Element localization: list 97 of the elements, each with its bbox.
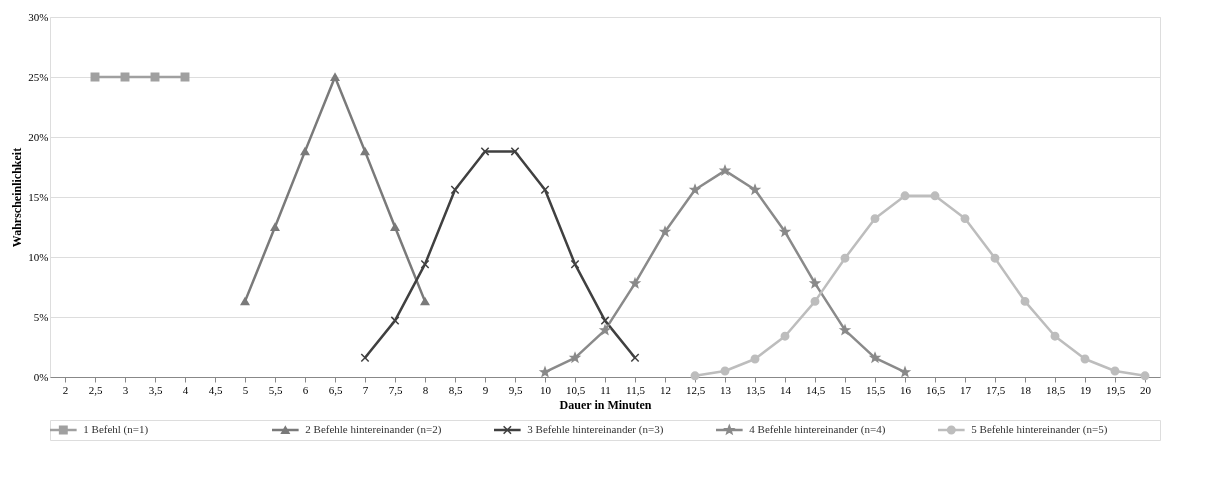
y-axis-title: Wahrscheinlichkeit xyxy=(10,147,25,248)
legend-label: 3 Befehle hintereinander (n=3) xyxy=(527,423,664,436)
x-tick-label: 6,5 xyxy=(328,383,343,396)
point xyxy=(630,353,640,363)
x-tick-label: 11,5 xyxy=(626,383,646,396)
legend-label: 4 Befehle hintereinander (n=4) xyxy=(749,423,886,436)
point xyxy=(1140,371,1150,381)
point xyxy=(690,371,700,381)
point xyxy=(1110,366,1120,376)
point xyxy=(840,253,850,263)
y-tick-label: 25% xyxy=(28,70,49,83)
point xyxy=(390,316,400,326)
point xyxy=(510,146,520,156)
x-tick-label: 4,5 xyxy=(208,383,223,396)
x-tick-label: 9 xyxy=(482,383,489,396)
point xyxy=(720,366,730,376)
point xyxy=(900,367,910,377)
point xyxy=(690,184,700,195)
point xyxy=(240,297,250,306)
x-tick-label: 12,5 xyxy=(685,383,706,396)
x-tick-label: 7,5 xyxy=(388,383,403,396)
x-tick-label: 18 xyxy=(1020,383,1032,396)
x-axis-title: Dauer in Minuten xyxy=(559,397,652,412)
point xyxy=(630,278,640,288)
x-tick-label: 8,5 xyxy=(448,383,463,396)
legend-label: 5 Befehle hintereinander (n=5) xyxy=(971,423,1108,436)
x-tick-label: 5,5 xyxy=(268,383,283,396)
y-tick-label: 5% xyxy=(33,310,49,323)
point xyxy=(600,316,610,326)
point xyxy=(480,146,490,156)
point xyxy=(960,214,970,224)
x-tick-label: 19 xyxy=(1080,383,1092,396)
point xyxy=(360,147,370,156)
point xyxy=(810,278,820,288)
x-tick-label: 12 xyxy=(660,383,671,396)
point xyxy=(390,223,400,231)
x-tick-label: 9,5 xyxy=(508,383,523,396)
point xyxy=(930,191,940,201)
x-tick-label: 17 xyxy=(960,383,972,396)
y-tick-label: 10% xyxy=(28,250,49,263)
legend-label: 1 Befehl (n=1) xyxy=(83,423,149,436)
x-tick-label: 10 xyxy=(540,383,552,396)
x-tick-label: 11 xyxy=(600,383,611,396)
point xyxy=(840,325,850,335)
x-tick-label: 14,5 xyxy=(805,383,826,396)
x-tick-label: 16,5 xyxy=(925,383,946,396)
point xyxy=(570,352,580,363)
point xyxy=(660,226,670,237)
point xyxy=(1050,331,1060,341)
point xyxy=(540,185,550,195)
point xyxy=(870,352,880,363)
y-tick-label: 0% xyxy=(33,370,49,383)
point xyxy=(600,325,610,335)
x-tick-label: 15,5 xyxy=(865,383,886,396)
point xyxy=(780,331,790,341)
x-tick-label: 18,5 xyxy=(1045,383,1066,396)
point xyxy=(990,253,1000,263)
x-tick-label: 15 xyxy=(840,383,852,396)
point xyxy=(300,147,310,156)
point xyxy=(810,296,820,306)
point xyxy=(780,226,790,237)
x-tick-label: 16 xyxy=(900,383,912,396)
point xyxy=(750,184,760,195)
point xyxy=(1020,296,1030,306)
point xyxy=(420,297,430,306)
x-tick-label: 3 xyxy=(122,383,129,396)
x-tick-label: 20 xyxy=(1140,383,1152,396)
y-tick-label: 15% xyxy=(28,190,49,203)
x-tick-label: 10,5 xyxy=(565,383,586,396)
x-tick-label: 5 xyxy=(242,383,249,396)
x-tick-label: 14 xyxy=(780,383,792,396)
x-tick-label: 2,5 xyxy=(88,383,103,396)
point xyxy=(1080,354,1090,364)
x-tick-label: 2 xyxy=(62,383,69,396)
y-tick-label: 20% xyxy=(28,130,49,143)
x-tick-label: 19,5 xyxy=(1105,383,1126,396)
point xyxy=(330,73,340,81)
point xyxy=(720,165,730,175)
point xyxy=(750,354,760,364)
x-tick-label: 13,5 xyxy=(745,383,766,396)
x-tick-label: 6 xyxy=(302,383,309,396)
x-tick-label: 13 xyxy=(720,383,732,396)
point xyxy=(270,223,280,231)
x-tick-label: 7 xyxy=(362,383,369,396)
x-tick-label: 8 xyxy=(422,383,429,396)
x-tick-label: 3,5 xyxy=(148,383,163,396)
point xyxy=(420,259,430,269)
point xyxy=(540,367,550,377)
x-tick-label: 17,5 xyxy=(985,383,1006,396)
y-tick-label: 30% xyxy=(28,10,49,23)
legend-label: 2 Befehle hintereinander (n=2) xyxy=(305,423,442,436)
point xyxy=(870,214,880,224)
point xyxy=(360,353,370,363)
x-tick-label: 4 xyxy=(182,383,189,396)
point xyxy=(570,259,580,269)
point xyxy=(450,185,460,195)
point xyxy=(900,191,910,201)
